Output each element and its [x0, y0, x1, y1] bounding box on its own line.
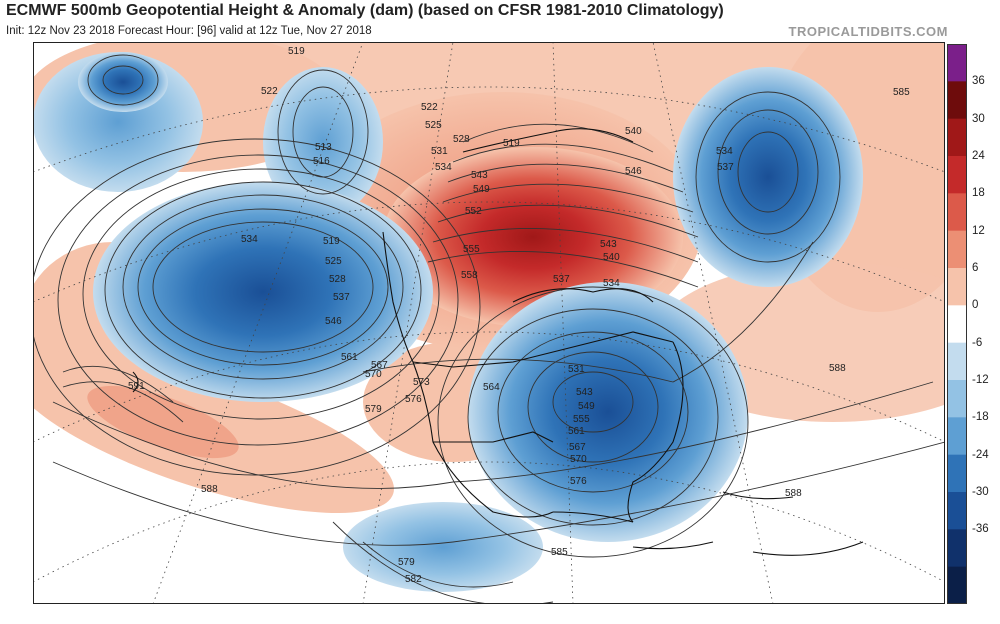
map-subtitle: Init: 12z Nov 23 2018 Forecast Hour: [96…: [6, 25, 372, 37]
colorbar-label: 18: [972, 187, 985, 200]
contour-label: 570: [570, 454, 587, 465]
contour-label: 540: [625, 126, 642, 137]
contour-label: 537: [553, 274, 570, 285]
colorbar-swatch: [947, 342, 967, 381]
contour-label: 543: [471, 170, 488, 181]
contour-label: 537: [333, 292, 350, 303]
contour-label: 519: [503, 138, 520, 149]
contour-label: 576: [570, 476, 587, 487]
contour-label: 534: [603, 278, 620, 289]
contour-label: 573: [413, 377, 430, 388]
contour-label: 540: [603, 252, 620, 263]
contour-label: 522: [421, 102, 438, 113]
colorbar-label: -6: [972, 336, 983, 349]
colorbar-label: 24: [972, 150, 985, 162]
contour-label: 534: [435, 162, 452, 173]
colorbar-swatch: [947, 566, 967, 604]
colorbar-swatch: [947, 118, 967, 157]
colorbar-swatch: [947, 268, 967, 306]
contour-label: 513: [315, 142, 332, 153]
contour-label: 564: [483, 382, 500, 393]
colorbar-label: -30: [972, 486, 989, 498]
colorbar-swatch: [947, 156, 967, 194]
colorbar-label: -12: [972, 374, 989, 386]
colorbar-swatch: [947, 492, 967, 530]
colorbar-swatch: [947, 529, 967, 568]
contour-label: 516: [313, 156, 330, 167]
contour-label: 579: [398, 557, 415, 568]
contour-label: 534: [716, 146, 733, 157]
colorbar-label: -36: [972, 523, 989, 536]
contour-label: 558: [461, 270, 478, 281]
colorbar-swatch: [947, 380, 967, 418]
contour-label: 585: [893, 87, 910, 98]
colorbar-label: -18: [972, 411, 989, 424]
contour-label: 534: [241, 234, 258, 245]
colorbar-swatch: [947, 454, 967, 493]
contour-label: 531: [431, 146, 448, 157]
colorbar-swatch: [947, 193, 967, 232]
colorbar-label: 30: [972, 112, 985, 125]
contour-label: 579: [365, 404, 382, 415]
colorbar-label: 12: [972, 224, 985, 237]
contour-label: 519: [323, 236, 340, 247]
contour-label: 567: [569, 442, 586, 453]
contour-label: 555: [573, 414, 590, 425]
contour-label: 531: [568, 364, 585, 375]
contour-label: 549: [473, 184, 490, 195]
contour-label: 588: [829, 363, 846, 374]
contour-label: 576: [405, 394, 422, 405]
contour-label: 561: [341, 352, 358, 363]
contour-label: 585: [551, 547, 568, 558]
contour-label: 546: [625, 166, 642, 177]
contour-label: 525: [425, 120, 442, 131]
colorbar-label: 36: [972, 75, 985, 88]
contour-label: 519: [288, 46, 305, 57]
contour-label: 549: [578, 401, 595, 412]
contour-label: 528: [453, 134, 470, 145]
colorbar-label: -24: [972, 448, 989, 461]
colorbar-swatch: [947, 417, 967, 456]
contour-label: 528: [329, 274, 346, 285]
graticule: [33, 42, 945, 604]
contour-label: 570: [365, 369, 382, 380]
colorbar-label: 0: [972, 299, 979, 312]
coastlines: [132, 128, 864, 556]
contour-label: 525: [325, 256, 342, 267]
colorbar-swatch: [947, 81, 967, 120]
colorbar-label: 6: [972, 262, 979, 274]
height-contours: [33, 54, 945, 604]
contour-label: 555: [463, 244, 480, 255]
contour-label: 588: [785, 488, 802, 499]
brand-watermark: TROPICALTIDBITS.COM: [788, 24, 948, 39]
contour-label: 588: [201, 484, 218, 495]
contour-label: 537: [717, 162, 734, 173]
contour-label: 543: [576, 387, 593, 398]
contour-label: 546: [325, 316, 342, 327]
contour-label: 591: [128, 381, 145, 392]
contour-label: 522: [261, 86, 278, 97]
map-title: ECMWF 500mb Geopotential Height & Anomal…: [6, 2, 724, 19]
colorbar-swatch: [947, 44, 967, 82]
contour-label: 552: [465, 206, 482, 217]
contour-label: 567: [371, 360, 388, 371]
anomaly-colorbar: [947, 44, 967, 604]
colorbar-swatch: [947, 305, 967, 344]
contour-label: 582: [405, 574, 422, 585]
contour-label: 543: [600, 239, 617, 250]
contour-label: 561: [568, 426, 585, 437]
colorbar-swatch: [947, 230, 967, 269]
